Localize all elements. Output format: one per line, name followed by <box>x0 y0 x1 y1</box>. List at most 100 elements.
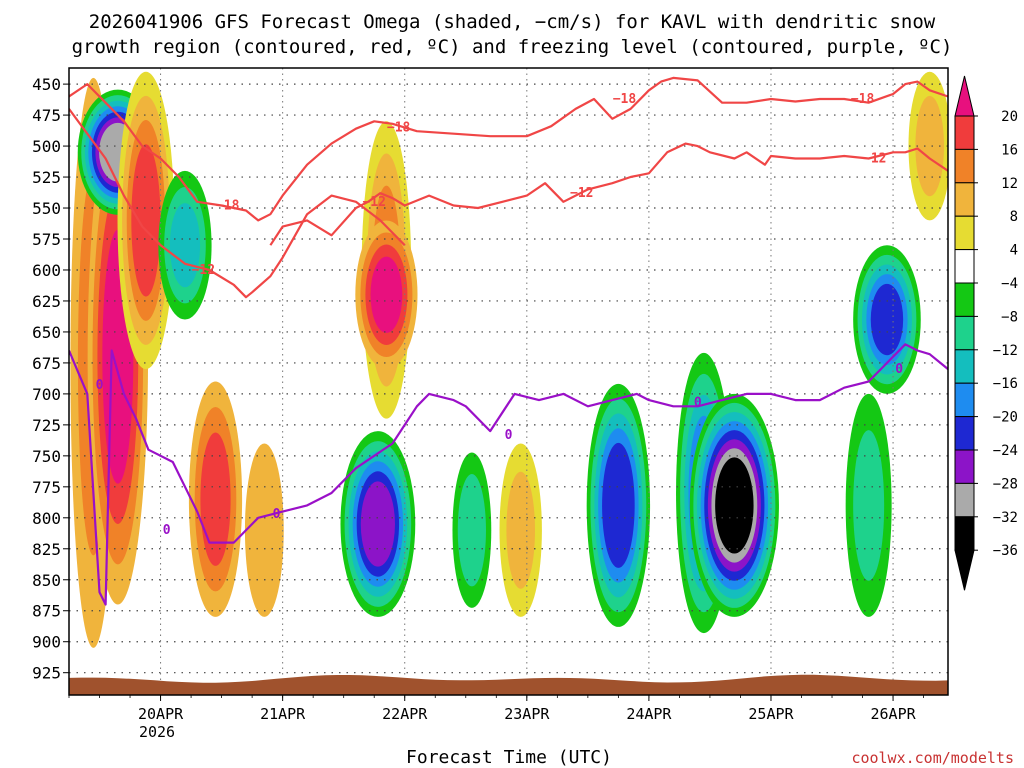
omega-band <box>131 144 161 297</box>
y-tick-label: 925 <box>32 664 61 683</box>
colorbar-segment <box>954 349 975 384</box>
y-tick-label: 750 <box>32 447 61 466</box>
contour-label: 0 <box>694 396 702 411</box>
colorbar-segment <box>954 215 975 251</box>
colorbar-segment <box>954 516 975 551</box>
omega-band <box>244 443 284 617</box>
x-tick-label: 21APR <box>260 705 306 723</box>
colorbar-label: −24 <box>993 443 1018 459</box>
omega-cell <box>908 71 948 221</box>
contour-label: −12 <box>570 186 593 201</box>
contour-label: 0 <box>505 428 513 443</box>
contour-label: −12 <box>192 263 215 278</box>
colorbar-label: 20 <box>1001 109 1018 125</box>
omega-cell <box>586 383 651 627</box>
contour-line <box>69 343 948 606</box>
colorbar-segment <box>954 449 975 484</box>
contour-label: 0 <box>163 523 171 538</box>
y-tick-label: 875 <box>32 602 61 621</box>
chart-title-line2: growth region (contoured, red, ºC) and f… <box>72 36 953 58</box>
colorbar-label: −16 <box>993 376 1018 392</box>
omega-band <box>360 481 395 567</box>
contour-label: −18 <box>613 92 637 107</box>
omega-band <box>915 95 944 197</box>
colorbar-label: 12 <box>1001 176 1018 192</box>
colorbar-bottom-arrow <box>954 549 975 591</box>
colorbar-label: −32 <box>993 510 1018 526</box>
colorbar-segment <box>954 182 975 217</box>
y-tick-label: 600 <box>32 261 61 280</box>
colorbar-label: 4 <box>1010 243 1018 259</box>
contour-layer <box>69 76 948 606</box>
omega-band <box>870 283 904 356</box>
y-tick-label: 825 <box>32 540 61 559</box>
colorbar-segment <box>954 148 975 184</box>
colorbar-label: 16 <box>1001 142 1018 158</box>
y-tick-label: 850 <box>32 571 61 590</box>
x-tick-label: 25APR <box>748 705 794 723</box>
contour-label-layer: −18 −18 −18 −18 −12 −12 −12 −12 0 0 0 0 0 0 <box>96 92 904 538</box>
contour-line <box>69 108 406 299</box>
omega-band <box>200 432 231 566</box>
omega-band <box>715 457 754 554</box>
contour-label: −12 <box>863 151 886 166</box>
omega-cell <box>355 220 418 370</box>
omega-band <box>853 430 885 581</box>
colorbar-label: −8 <box>1001 309 1018 325</box>
y-tick-label: 775 <box>32 478 61 497</box>
x-tick-label: 26APR <box>870 705 916 723</box>
contour-label: −18 <box>387 120 411 135</box>
contour-label: −18 <box>216 199 240 214</box>
x-axis-label: Forecast Time (UTC) <box>406 747 612 768</box>
omega-cell <box>340 431 416 617</box>
x-tick-label: 20APR <box>138 705 184 723</box>
x-tick-label: 24APR <box>626 705 672 723</box>
colorbar: 20 16 12 8 4 −4 −8 −12 −16 −20 −24 −28 −32 −36 <box>954 75 1018 591</box>
omega-cell <box>845 393 892 617</box>
y-tick-label: 650 <box>32 323 61 342</box>
x-year-label: 2026 <box>139 723 175 741</box>
omega-band <box>506 471 536 589</box>
colorbar-label: 8 <box>1010 209 1018 225</box>
omega-band <box>457 473 486 587</box>
colorbar-segment <box>954 315 975 351</box>
contour-line <box>69 76 948 222</box>
omega-cell <box>853 245 921 394</box>
omega-band <box>602 442 635 568</box>
colorbar-label: −4 <box>1001 276 1018 292</box>
omega-cell <box>499 443 542 617</box>
y-tick-label: 625 <box>32 292 61 311</box>
y-tick-label: 725 <box>32 416 61 435</box>
colorbar-segment <box>954 249 975 284</box>
colorbar-segment <box>954 482 975 518</box>
contour-line <box>269 142 948 246</box>
omega-cell <box>188 381 243 617</box>
y-axis-ticks: 450 475 500 525 550 575 600 625 650 675 700 725 750 7… <box>32 75 69 683</box>
colorbar-segment <box>954 416 975 451</box>
source-credit: coolwx.com/modelts <box>851 749 1014 767</box>
colorbar-segment <box>954 382 975 418</box>
contour-label: 0 <box>273 507 281 522</box>
y-tick-label: 525 <box>32 168 61 187</box>
x-tick-label: 22APR <box>382 705 428 723</box>
colorbar-segment <box>954 282 975 317</box>
y-tick-label: 450 <box>32 75 61 94</box>
y-tick-label: 500 <box>32 137 61 156</box>
y-tick-label: 575 <box>32 230 61 249</box>
omega-cell <box>452 452 492 608</box>
chart-title-line1: 2026041906 GFS Forecast Omega (shaded, −… <box>89 11 936 33</box>
omega-cell <box>244 443 284 617</box>
ground-terrain <box>69 674 948 695</box>
y-tick-label: 700 <box>32 385 61 404</box>
y-tick-label: 675 <box>32 354 61 373</box>
colorbar-label: −20 <box>993 410 1018 426</box>
omega-cell <box>158 170 212 320</box>
y-tick-label: 800 <box>32 509 61 528</box>
contour-label: −18 <box>851 92 875 107</box>
omega-cell <box>689 393 779 617</box>
colorbar-top-arrow <box>954 75 975 117</box>
x-tick-label: 23APR <box>504 705 550 723</box>
y-tick-label: 475 <box>32 106 61 125</box>
x-axis-ticks: 20APR 21APR 22APR 23APR 24APR 25APR 26APR <box>68 695 924 723</box>
